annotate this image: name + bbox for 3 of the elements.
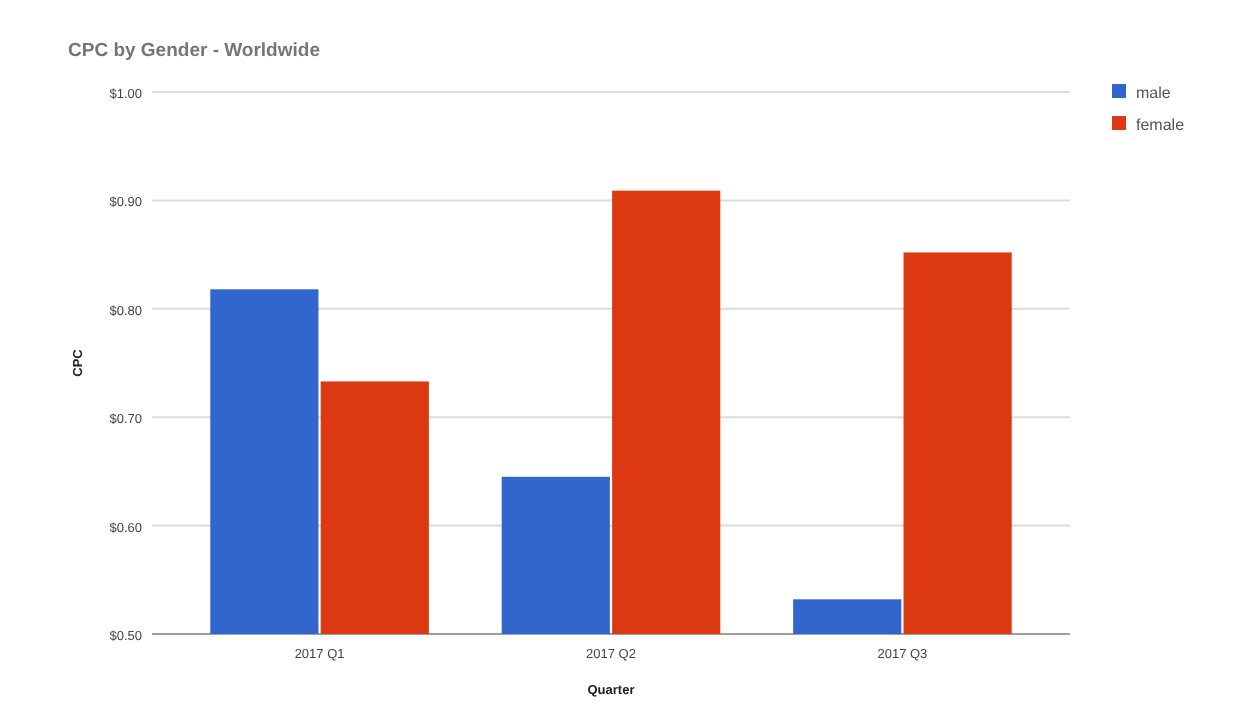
legend-label: female	[1136, 116, 1186, 134]
legend-label: male	[1136, 84, 1172, 102]
chart-title: CPC by Gender - Worldwide	[68, 40, 320, 62]
